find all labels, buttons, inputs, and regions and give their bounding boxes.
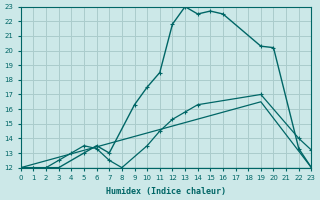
X-axis label: Humidex (Indice chaleur): Humidex (Indice chaleur) — [106, 187, 226, 196]
